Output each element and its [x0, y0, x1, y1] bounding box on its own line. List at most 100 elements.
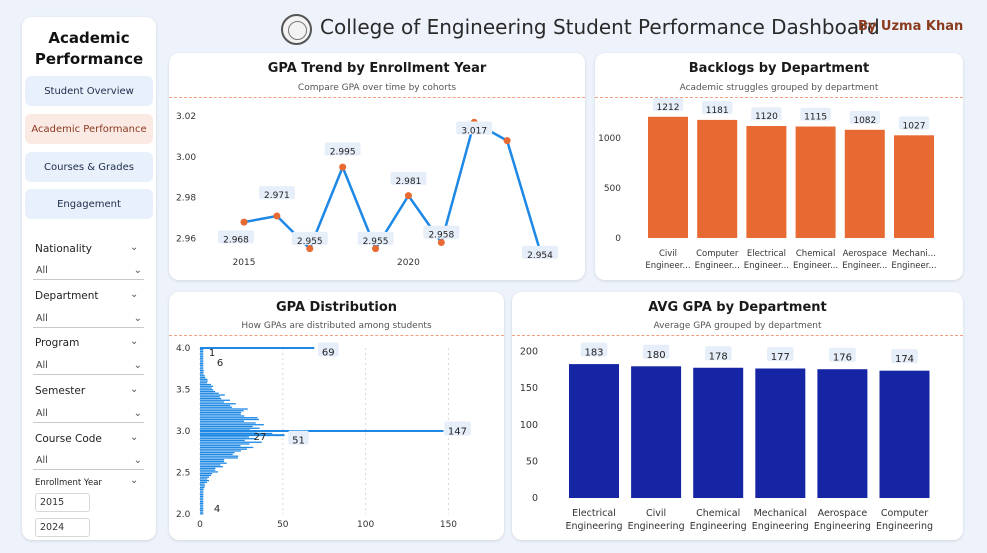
select-value: All — [36, 408, 48, 419]
distribution-bar — [200, 473, 213, 475]
distribution-bar — [200, 376, 206, 379]
filter-semester-select[interactable]: All ⌄ — [33, 405, 144, 423]
distribution-bar — [200, 485, 206, 487]
chevron-down-icon[interactable]: ⌄ — [130, 384, 139, 395]
category-label: Electrical — [572, 508, 616, 519]
filter-program-select[interactable]: All ⌄ — [33, 357, 144, 375]
backlogs-card: Backlogs by Department Academic struggle… — [595, 53, 963, 280]
distribution-bar — [200, 471, 218, 473]
x-tick-label: 100 — [357, 520, 374, 530]
category-label: Chemical — [796, 249, 835, 259]
filter-nationality-select[interactable]: All ⌄ — [33, 262, 144, 280]
gpa-distribution-subtitle: How GPAs are distributed among students — [241, 321, 432, 331]
trend-point — [273, 212, 281, 220]
distribution-bar — [200, 462, 227, 464]
sidebar: Academic Performance Student Overview Ac… — [22, 17, 156, 540]
chevron-down-icon[interactable]: ⌄ — [130, 242, 139, 253]
y-tick-label: 100 — [520, 420, 538, 431]
avg-gpa-bar — [817, 369, 868, 498]
chevron-down-icon: ⌄ — [133, 455, 142, 466]
category-label: Engineer... — [645, 261, 690, 271]
backlogs-chart[interactable]: 0 500 1000 1212 Civil Engineer... 1181 Computer… — [595, 53, 963, 280]
distribution-bar — [200, 383, 212, 386]
category-label: Engineer... — [891, 261, 936, 271]
trend-data-label-bg — [390, 171, 427, 185]
backlog-bar — [795, 126, 836, 238]
author-credit: By Uzma Khan — [858, 19, 964, 34]
nav-label: Academic Performance — [31, 123, 147, 135]
category-label: Engineer... — [744, 261, 789, 271]
category-label: Aerospace — [843, 249, 887, 259]
gpa-trend-chart[interactable]: 2.96 2.98 3.00 3.02 2015 2020 2.968 2.971 2.955 2… — [169, 53, 585, 280]
distribution-bar — [200, 404, 231, 407]
filter-course-code-select[interactable]: All ⌄ — [33, 452, 144, 470]
distribution-data-label: 6 — [217, 358, 223, 369]
backlog-data-label: 1181 — [706, 106, 729, 116]
nav-academic-performance[interactable]: Academic Performance — [25, 114, 153, 144]
chevron-down-icon[interactable]: ⌄ — [130, 289, 139, 300]
distribution-bar — [200, 410, 244, 412]
avg-gpa-data-label-bg — [580, 342, 608, 357]
gpa-distribution-title: GPA Distribution — [275, 300, 398, 315]
backlog-bar — [894, 135, 934, 238]
distribution-bar — [200, 474, 211, 477]
avg-gpa-chart[interactable]: 0 50 100 150 200 183 Electrical Engineering 180 C… — [512, 292, 963, 540]
nav-courses-grades[interactable]: Courses & Grades — [25, 152, 153, 182]
avg-gpa-bar — [755, 368, 806, 498]
chevron-down-icon[interactable]: ⌄ — [130, 336, 139, 347]
avg-gpa-data-label: 174 — [895, 354, 914, 365]
enrollment-year-label: Enrollment Year — [35, 478, 102, 488]
filter-department-select[interactable]: All ⌄ — [33, 310, 144, 328]
y-tick-label: 1000 — [598, 134, 621, 144]
backlog-data-label: 1212 — [657, 103, 680, 113]
avg-gpa-title: AVG GPA by Department — [648, 300, 827, 315]
select-value: All — [36, 265, 48, 276]
avg-gpa-bar — [879, 370, 930, 498]
gpa-distribution-chart[interactable]: 0 50 100 150 2.0 2.5 3.0 3.5 4.0 69 16 27 51 147 4 — [169, 292, 504, 540]
category-label: Engineering — [690, 521, 747, 532]
distribution-bar — [200, 511, 204, 513]
y-tick-label: 0 — [615, 234, 621, 244]
distribution-bar — [200, 490, 204, 492]
distribution-bar — [200, 357, 204, 359]
enrollment-year-start-input[interactable]: 2015 — [35, 493, 90, 512]
distribution-data-label: 69 — [322, 348, 335, 359]
distribution-bar — [200, 425, 253, 428]
category-label: Engineer... — [793, 261, 838, 271]
nav-student-overview[interactable]: Student Overview — [25, 76, 153, 106]
distribution-bar — [200, 483, 205, 485]
y-tick-label: 3.02 — [176, 112, 196, 122]
sidebar-title-line1: Academic — [48, 29, 130, 47]
enrollment-year-end-input[interactable]: 2024 — [35, 518, 90, 537]
distribution-bar — [200, 422, 256, 424]
nav-engagement[interactable]: Engagement — [25, 189, 153, 219]
distribution-bar — [200, 350, 204, 352]
backlog-data-label: 1082 — [853, 116, 876, 126]
distribution-bar — [200, 385, 214, 387]
nav-label: Courses & Grades — [44, 161, 134, 173]
backlog-data-label-bg — [751, 107, 782, 121]
distribution-bar — [200, 406, 232, 408]
distribution-bar-highlight — [200, 430, 444, 432]
nav-label: Engagement — [57, 198, 121, 210]
distribution-bar — [200, 507, 204, 510]
category-label: Chemical — [696, 508, 740, 519]
distribution-bar — [200, 424, 264, 426]
y-tick-label: 50 — [526, 456, 538, 467]
filter-program-label: Program — [35, 337, 80, 349]
y-tick-label: 3.5 — [176, 386, 190, 396]
x-tick-label: 150 — [440, 520, 457, 530]
distribution-bar — [200, 457, 238, 459]
chevron-down-icon[interactable]: ⌄ — [130, 475, 139, 486]
select-value: All — [36, 313, 48, 324]
distribution-bar-highlight — [200, 347, 315, 349]
y-tick-label: 500 — [604, 184, 621, 194]
distribution-bar — [200, 502, 204, 505]
distribution-bar — [200, 373, 204, 375]
trend-data-label: 2.955 — [297, 237, 323, 247]
y-tick-label: 2.0 — [176, 510, 191, 520]
distribution-bar — [200, 375, 205, 377]
distribution-bar — [200, 448, 248, 450]
avg-gpa-data-label: 176 — [833, 353, 852, 364]
chevron-down-icon[interactable]: ⌄ — [130, 432, 139, 443]
